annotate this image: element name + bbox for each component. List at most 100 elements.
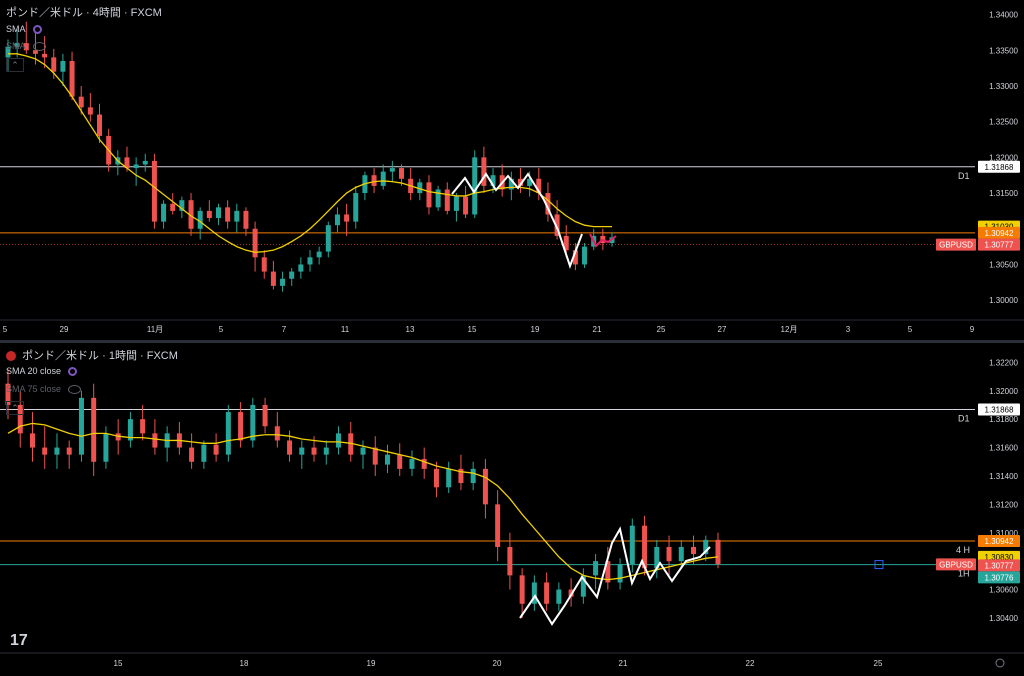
candle-body bbox=[629, 525, 635, 564]
label-green: 1.30776 bbox=[985, 573, 1014, 582]
y-tick-label: 1.31800 bbox=[989, 415, 1018, 424]
candle-body bbox=[336, 433, 342, 448]
candle-body bbox=[274, 426, 280, 441]
y-tick-label: 1.31400 bbox=[989, 472, 1018, 481]
x-tick-label: 19 bbox=[531, 325, 540, 334]
chart-1h-canvas[interactable]: 1.32200 1.32000 1.31800 1.31600 1.31400 1.312… bbox=[0, 343, 1024, 676]
label-price-bg bbox=[978, 559, 1020, 572]
x-tick-label: 5 bbox=[219, 325, 224, 334]
y-tick-label: 1.30500 bbox=[989, 260, 1018, 269]
candle-body bbox=[127, 419, 133, 441]
zigzag-line bbox=[519, 526, 711, 626]
label-price: 1.30777 bbox=[985, 241, 1014, 250]
candle-body bbox=[703, 539, 709, 555]
candle-body bbox=[605, 561, 611, 583]
candle-body bbox=[691, 546, 697, 555]
settings-icon[interactable] bbox=[32, 24, 42, 34]
indicator-sma75-1h[interactable]: SMA 75 close bbox=[6, 383, 82, 395]
legend-4h: ポンド／米ドル · 4時間 · FXCM bbox=[6, 4, 162, 20]
candle-body bbox=[234, 210, 240, 222]
candle-body bbox=[289, 271, 295, 279]
candle-body bbox=[201, 444, 207, 462]
x-tick-label: 21 bbox=[593, 325, 602, 334]
eye-hidden-icon[interactable] bbox=[32, 41, 46, 51]
candle-body bbox=[372, 447, 378, 465]
sma20-label-1h: SMA 20 close bbox=[6, 366, 62, 376]
x-tick-label: 5 bbox=[3, 325, 8, 334]
candle-body bbox=[213, 444, 219, 455]
label-level: 1.31868 bbox=[985, 163, 1014, 172]
candle-body bbox=[238, 412, 244, 441]
candle-body bbox=[97, 114, 103, 136]
level-tag-4h: 4 H bbox=[956, 545, 970, 555]
candle-body bbox=[42, 53, 48, 58]
candle-body bbox=[580, 575, 586, 597]
indicator-sma-4h[interactable]: SMA bbox=[6, 23, 42, 35]
pane-separator[interactable] bbox=[0, 340, 1024, 343]
candle-body bbox=[262, 404, 268, 427]
candle-body bbox=[23, 43, 29, 51]
x-tick-label: 20 bbox=[493, 659, 502, 668]
label-level-bg bbox=[978, 403, 1020, 416]
candle-body bbox=[299, 447, 305, 455]
legend-1h: ポンド／米ドル · 1時間 · FXCM bbox=[6, 347, 178, 363]
candle-body bbox=[32, 50, 38, 54]
chevron-up-icon[interactable]: ⌃ bbox=[6, 401, 24, 415]
x-tick-label: 9 bbox=[970, 325, 975, 334]
candle-body bbox=[170, 203, 176, 211]
candle-body bbox=[307, 257, 313, 265]
candle-body bbox=[51, 57, 57, 72]
candle-body bbox=[715, 539, 721, 564]
candle-body bbox=[179, 200, 185, 211]
title-4h: ポンド／米ドル · 4時間 · FXCM bbox=[6, 7, 162, 19]
candle-body bbox=[334, 214, 340, 226]
indicator-sma20-1h[interactable]: SMA 20 close bbox=[6, 365, 78, 377]
candle-body bbox=[536, 178, 542, 194]
candle-body bbox=[29, 433, 35, 448]
candle-body bbox=[417, 182, 423, 194]
level-tag-d1: D1 bbox=[958, 414, 970, 424]
chart-pane-1h[interactable]: 1.32200 1.32000 1.31800 1.31600 1.31400 1.312… bbox=[0, 343, 1024, 676]
candle-body bbox=[444, 189, 450, 211]
candle-body bbox=[280, 278, 286, 286]
x-tick-label: 3 bbox=[846, 325, 851, 334]
x-tick-label: 27 bbox=[718, 325, 727, 334]
candle-body bbox=[435, 189, 441, 208]
sma2-label-4h: SMA bbox=[6, 41, 26, 51]
candle-body bbox=[519, 575, 525, 604]
candle-body bbox=[360, 447, 366, 455]
candle-body bbox=[490, 175, 496, 186]
candle-body bbox=[554, 214, 560, 236]
chevron-up-icon[interactable]: ⌃ bbox=[6, 58, 24, 72]
zigzag-pink-line bbox=[589, 233, 617, 248]
candle-body bbox=[458, 468, 464, 484]
candle-body bbox=[189, 447, 195, 462]
candle-body bbox=[470, 468, 476, 484]
y-tick-label: 1.31600 bbox=[989, 444, 1018, 453]
candle-body bbox=[151, 160, 157, 222]
candle-body bbox=[426, 182, 432, 208]
candle-body bbox=[316, 251, 322, 258]
candle-body bbox=[421, 458, 427, 469]
candle-body bbox=[142, 160, 148, 165]
candle-body bbox=[54, 447, 60, 455]
candle-body bbox=[433, 468, 439, 488]
y-tick-label: 1.32200 bbox=[989, 358, 1018, 367]
gear-icon bbox=[995, 658, 1005, 668]
candle-body bbox=[325, 225, 331, 252]
candle-body bbox=[250, 404, 256, 441]
alert-marker-icon bbox=[874, 560, 884, 570]
indicator-sma2-4h[interactable]: SMA bbox=[6, 40, 46, 52]
candle-body bbox=[544, 582, 550, 604]
y-tick-label: 1.34000 bbox=[989, 11, 1018, 20]
x-tick-label: 11月 bbox=[147, 325, 163, 334]
eye-hidden-icon[interactable] bbox=[68, 384, 82, 394]
title-1h: ポンド／米ドル · 1時間 · FXCM bbox=[22, 350, 178, 362]
label-sma: 1.30830 bbox=[985, 553, 1014, 562]
chart-pane-4h[interactable]: 1.34000 1.33500 1.33000 1.32500 1.32000 1.315… bbox=[0, 0, 1024, 340]
label-price: 1.30777 bbox=[985, 561, 1014, 570]
settings-icon[interactable] bbox=[68, 366, 78, 376]
candle-body bbox=[298, 264, 304, 272]
candle-body bbox=[152, 433, 158, 448]
chart-4h-canvas[interactable]: 1.34000 1.33500 1.33000 1.32500 1.32000 1.315… bbox=[0, 0, 1024, 340]
